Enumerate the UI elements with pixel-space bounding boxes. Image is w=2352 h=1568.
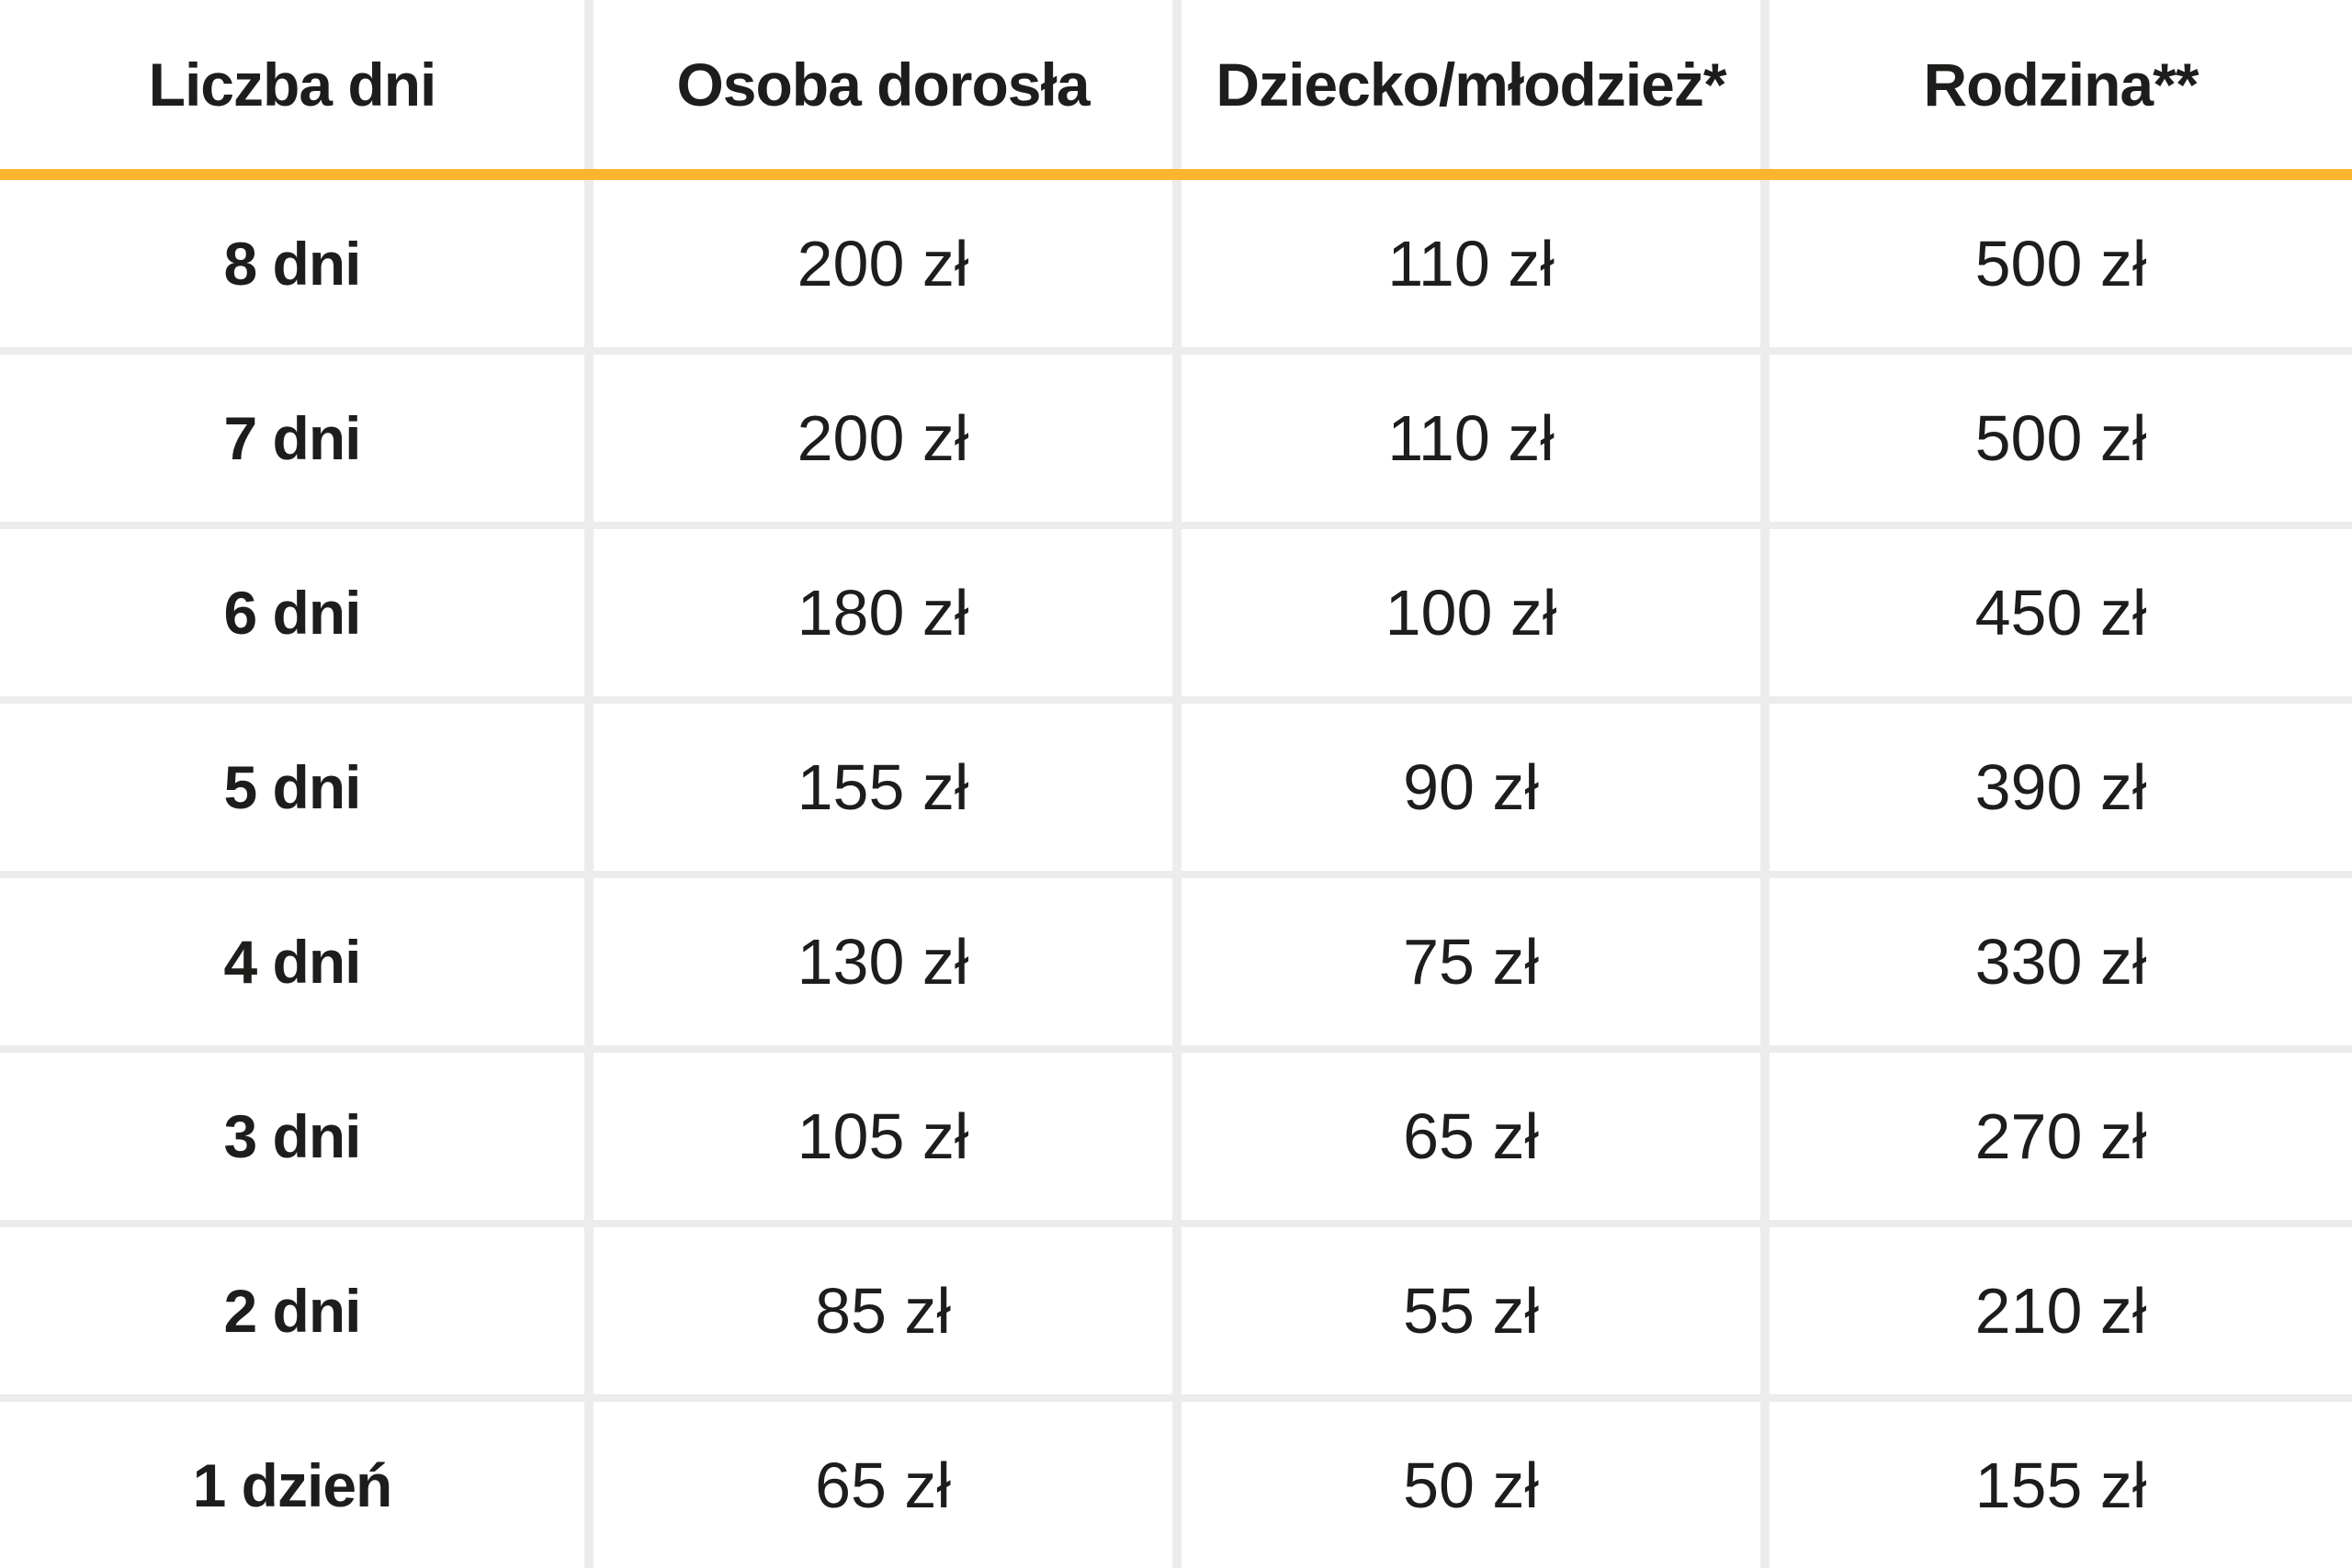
cell-family-price: 390 zł [1770,704,2352,871]
cell-child-price: 50 zł [1182,1402,1760,1568]
row-divider [0,347,2352,355]
table-row-4dni: 4 dni 130 zł 75 zł 330 zł [0,878,2352,1045]
cell-adult-price: 130 zł [594,878,1172,1045]
cell-days: 6 dni [0,529,584,696]
cell-family-price: 270 zł [1770,1053,2352,1220]
cell-adult-price: 155 zł [594,704,1172,871]
table-header-row: Liczba dni Osoba dorosła Dziecko/młodzie… [0,0,2352,169]
cell-family-price: 450 zł [1770,529,2352,696]
cell-child-price: 75 zł [1182,878,1760,1045]
table-row-8dni: 8 dni 200 zł 110 zł 500 zł [0,180,2352,347]
header-accent-bar [0,169,2352,180]
column-header-adult: Osoba dorosła [594,0,1172,169]
cell-child-price: 65 zł [1182,1053,1760,1220]
row-divider [0,1220,2352,1227]
cell-family-price: 500 zł [1770,180,2352,347]
cell-family-price: 155 zł [1770,1402,2352,1568]
cell-days: 7 dni [0,355,584,522]
cell-days: 2 dni [0,1227,584,1394]
row-divider [0,522,2352,529]
cell-family-price: 210 zł [1770,1227,2352,1394]
cell-child-price: 100 zł [1182,529,1760,696]
cell-days: 1 dzień [0,1402,584,1568]
cell-family-price: 500 zł [1770,355,2352,522]
cell-child-price: 55 zł [1182,1227,1760,1394]
cell-days: 5 dni [0,704,584,871]
cell-days: 8 dni [0,180,584,347]
cell-child-price: 110 zł [1182,180,1760,347]
table-row-7dni: 7 dni 200 zł 110 zł 500 zł [0,355,2352,522]
row-divider [0,871,2352,878]
cell-child-price: 110 zł [1182,355,1760,522]
table-row-6dni: 6 dni 180 zł 100 zł 450 zł [0,529,2352,696]
cell-adult-price: 85 zł [594,1227,1172,1394]
cell-adult-price: 200 zł [594,355,1172,522]
cell-adult-price: 180 zł [594,529,1172,696]
cell-child-price: 90 zł [1182,704,1760,871]
row-divider [0,1045,2352,1053]
column-header-days: Liczba dni [0,0,584,169]
cell-adult-price: 105 zł [594,1053,1172,1220]
cell-days: 4 dni [0,878,584,1045]
table-row-3dni: 3 dni 105 zł 65 zł 270 zł [0,1053,2352,1220]
cell-family-price: 330 zł [1770,878,2352,1045]
table-row-5dni: 5 dni 155 zł 90 zł 390 zł [0,704,2352,871]
cell-adult-price: 65 zł [594,1402,1172,1568]
row-divider [0,696,2352,704]
table-row-2dni: 2 dni 85 zł 55 zł 210 zł [0,1227,2352,1394]
cell-days: 3 dni [0,1053,584,1220]
row-divider [0,1394,2352,1402]
column-header-family: Rodzina** [1770,0,2352,169]
cell-adult-price: 200 zł [594,180,1172,347]
column-header-child: Dziecko/młodzież* [1182,0,1760,169]
table-row-1dzien: 1 dzień 65 zł 50 zł 155 zł [0,1402,2352,1568]
